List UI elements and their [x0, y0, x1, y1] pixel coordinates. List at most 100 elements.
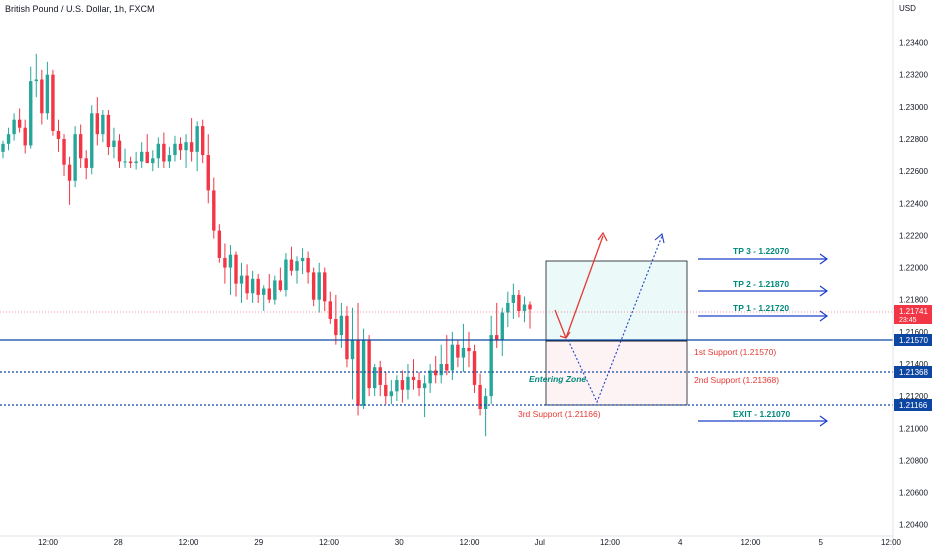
candle-body: [417, 380, 421, 389]
alternative-path-arrowhead: [654, 232, 665, 244]
candle-body: [511, 294, 516, 303]
candle: [67, 156, 72, 205]
candle-body: [73, 134, 77, 181]
candle-body: [139, 151, 144, 162]
exit-label: EXIT - 1.21070: [733, 409, 790, 419]
candle-body: [323, 272, 327, 302]
candle: [167, 147, 172, 168]
support-2-badge: [894, 366, 932, 378]
candle-body: [339, 315, 344, 336]
x-tick-label: 12:00: [459, 538, 480, 547]
candle-body: [528, 304, 532, 310]
support-1-label: 1st Support (1.21570): [694, 347, 776, 357]
candle-body: [500, 312, 504, 340]
candle-body: [206, 155, 210, 191]
alternative-path: [567, 235, 663, 404]
candle-body: [6, 134, 11, 144]
candle: [483, 388, 488, 437]
y-tick-label: 1.21800: [899, 296, 928, 305]
y-tick-label: 1.21200: [899, 392, 928, 401]
time-scale[interactable]: 12:00 28 12:00 29 12:00 30 12:00 Jul 12:00 4 12:00…: [0, 535, 902, 547]
candle: [450, 331, 455, 381]
candle: [284, 253, 288, 297]
candle: [500, 307, 504, 356]
candle: [511, 283, 516, 320]
candle: [101, 110, 105, 143]
candle-body: [173, 143, 177, 156]
candle: [323, 267, 327, 311]
candle: [189, 118, 194, 162]
candle-body: [450, 344, 455, 371]
candle-body: [195, 126, 199, 152]
candle: [456, 339, 460, 368]
candle: [17, 108, 22, 133]
candle: [173, 135, 177, 162]
candle: [78, 124, 83, 168]
exit-arrow: [698, 415, 829, 427]
y-tick-label: 1.20400: [899, 521, 928, 530]
x-tick-label: 12:00: [740, 538, 761, 547]
tp3-label: TP 3 - 1.22070: [733, 246, 789, 256]
candle: [62, 134, 66, 176]
candle-body: [184, 142, 188, 151]
candle: [151, 150, 155, 172]
candle: [250, 270, 255, 303]
candle: [422, 375, 427, 418]
y-tick-label: 1.20800: [899, 456, 928, 465]
candle-body: [106, 114, 111, 148]
candle-body: [228, 254, 233, 268]
candle: [433, 355, 438, 384]
last-price-badge: [894, 305, 932, 324]
candle: [256, 274, 260, 303]
candle-body: [384, 384, 388, 397]
y-tick-label: 1.22200: [899, 231, 928, 240]
candle: [117, 134, 122, 168]
candle-body: [478, 384, 482, 410]
candle-body: [234, 254, 238, 284]
candle: [367, 335, 371, 397]
candle-body: [489, 335, 493, 397]
y-tick-label: 1.22600: [899, 167, 928, 176]
price-scale[interactable]: 1.23400 1.23200 1.23000 1.22800 1.22600 1.224…: [892, 0, 932, 550]
candle: [217, 224, 222, 263]
y-tick-label: 1.22000: [899, 264, 928, 273]
candle: [128, 156, 133, 168]
x-tick-label: 12:00: [38, 538, 59, 547]
candle-body: [245, 275, 249, 294]
candle: [56, 119, 61, 152]
candle: [84, 150, 88, 180]
trade-plan-overlay: TP 3 - 1.22070 TP 2 - 1.21870 TP 1 - 1.2…: [0, 231, 893, 427]
candle: [145, 134, 149, 164]
candle-body: [90, 113, 94, 168]
chart-title: British Pound / U.S. Dollar, 1h, FXCM: [5, 4, 155, 14]
candle: [506, 291, 510, 328]
candle: [295, 256, 299, 284]
candle: [489, 315, 493, 405]
candle-body: [117, 140, 122, 162]
candle: [73, 126, 77, 188]
candle: [112, 127, 116, 159]
candle: [356, 302, 360, 416]
y-tick-label: 1.23400: [899, 39, 928, 48]
candle: [350, 307, 355, 400]
candle-body: [445, 364, 449, 371]
candle: [495, 302, 499, 348]
x-tick-label: 5: [819, 538, 824, 547]
candle-body: [178, 143, 183, 151]
tp2-arrow: [698, 285, 829, 297]
candle: [395, 375, 399, 401]
candle-body: [334, 319, 338, 336]
candle: [389, 380, 394, 405]
y-tick-label: 1.23200: [899, 71, 928, 80]
support-1-badge: [894, 334, 932, 346]
candle: [306, 251, 310, 284]
tp1-arrow: [698, 310, 829, 322]
candle: [517, 290, 521, 318]
candle-body: [156, 143, 161, 159]
candle: [162, 132, 166, 168]
candle-body: [411, 376, 416, 381]
candle-body: [311, 272, 316, 300]
candle-body: [67, 164, 72, 181]
candle-body: [267, 288, 271, 300]
